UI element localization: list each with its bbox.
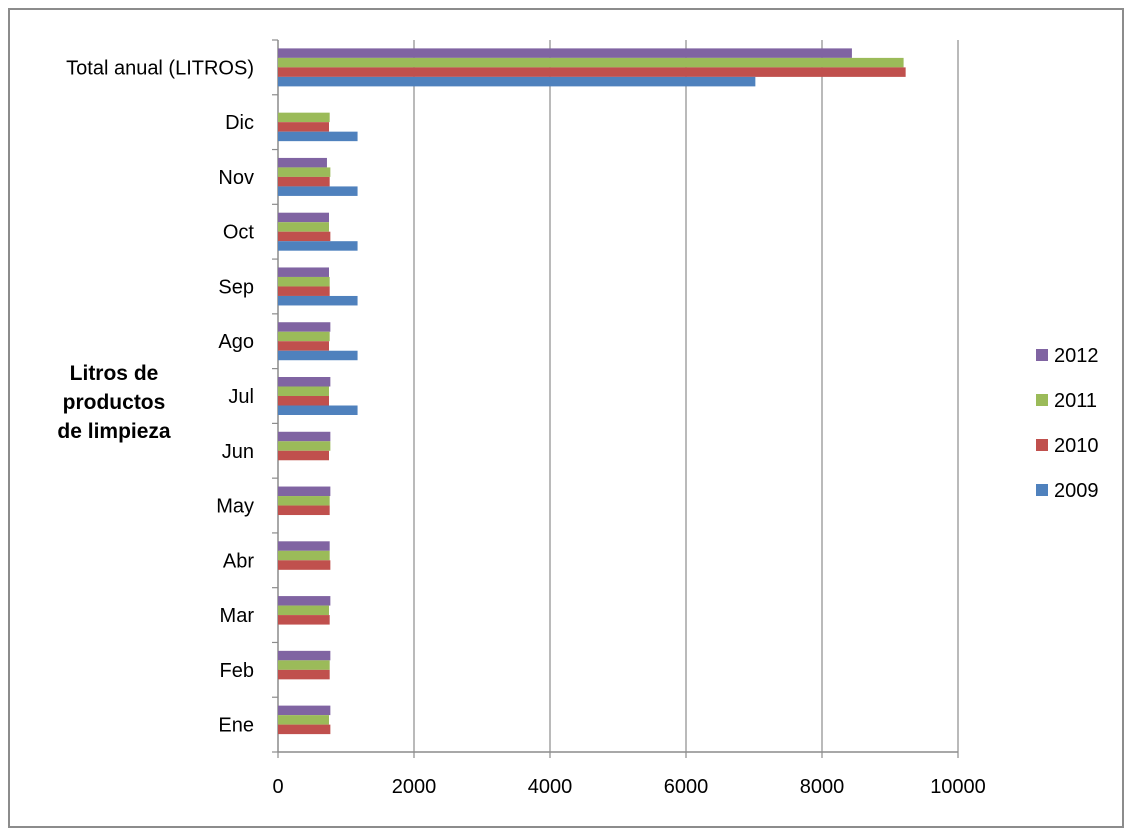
bar-2009-total-anual-litros- [278,76,756,87]
chart-frame [8,8,1124,828]
bar-2010-jun [278,450,329,461]
bar-2011-feb [278,660,330,670]
bar-2012-jun [278,431,331,442]
y-tick-label: Total anual (LITROS) [66,57,254,79]
bar-2011-mar [278,605,329,616]
bar-2011-jul [278,386,329,396]
bar-2010-total-anual-litros- [278,67,906,77]
y-tick-label: May [216,496,254,518]
bar-2010-oct [278,231,331,242]
y-tick-label: Jun [222,441,254,463]
bar-2012-may [278,486,331,497]
tick-labels: 0 2000 4000 6000 8000 10000 Ene Feb Mar Abr May Jun… [66,57,986,798]
bar-2011-jun [278,441,331,451]
x-tick-label: 2000 [392,776,437,798]
bar-2012-feb [278,650,331,661]
bar-2010-jul [278,396,329,406]
bar-2011-sep [278,276,330,287]
bar-2010-mar [278,615,330,625]
axes [272,39,959,758]
bar-2011-total-anual-litros- [278,57,904,68]
bar-2010-feb [278,669,330,680]
bar-2010-may [278,505,330,516]
y-tick-label: Dic [225,112,254,134]
y-tick-label: Sep [218,276,254,298]
bar-2011-ago [278,331,330,342]
bar-2009-dic [278,131,358,142]
bar-2010-ago [278,341,329,351]
bar-2012-abr [278,541,330,551]
legend-swatch-2011 [1036,394,1048,406]
bar-2012-total-anual-litros- [278,48,852,58]
y-axis-title-line: Litros de [70,362,159,385]
bar-2012-ene [278,705,331,716]
legend-label-2011: 2011 [1054,390,1097,412]
y-tick-label: Oct [223,222,255,244]
bar-2011-dic [278,112,330,123]
bar-2009-nov [278,186,358,196]
bar-2010-ene [278,724,331,735]
bar-2012-mar [278,596,331,606]
legend-label-2010: 2010 [1054,435,1099,457]
bar-2011-may [278,496,330,506]
y-tick-label: Jul [228,386,254,408]
legend-swatch-2012 [1036,349,1048,361]
legend-swatch-2010 [1036,439,1048,451]
x-tick-label: 0 [272,776,283,798]
x-tick-label: 10000 [930,776,986,798]
bar-2012-nov [278,157,327,168]
y-axis-title-line: productos [63,391,166,414]
bar-2012-ago [278,322,331,332]
bars [278,48,906,735]
y-tick-label: Mar [220,605,255,627]
bar-2011-ene [278,715,329,725]
bar-2011-abr [278,550,330,561]
y-tick-label: Abr [223,550,254,572]
bar-2010-dic [278,122,329,132]
bar-2011-oct [278,222,329,232]
bar-2012-oct [278,212,329,223]
legend-label-2009: 2009 [1054,480,1099,502]
y-tick-label: Ago [218,331,254,353]
bar-2009-ago [278,350,358,361]
x-tick-label: 6000 [664,776,709,798]
legend-label-2012: 2012 [1054,345,1099,367]
bar-2012-jul [278,377,331,387]
y-tick-label: Ene [218,715,254,737]
legend: 2012 2011 2010 2009 [1036,345,1099,502]
y-axis-title: Litros de productos de limpieza [57,362,171,443]
legend-swatch-2009 [1036,484,1048,496]
bar-2011-nov [278,167,331,177]
x-tick-label: 4000 [528,776,573,798]
bar-2012-sep [278,267,329,277]
gridlines [413,40,959,752]
y-tick-label: Nov [218,167,254,189]
bar-2009-jul [278,405,358,415]
x-tick-label: 8000 [800,776,845,798]
y-axis-title-line: de limpieza [57,420,171,443]
bar-2010-abr [278,560,331,570]
y-tick-label: Feb [220,660,254,682]
bar-2010-nov [278,176,330,187]
bar-2009-sep [278,295,358,306]
bar-2009-oct [278,241,358,251]
bar-2010-sep [278,286,330,296]
